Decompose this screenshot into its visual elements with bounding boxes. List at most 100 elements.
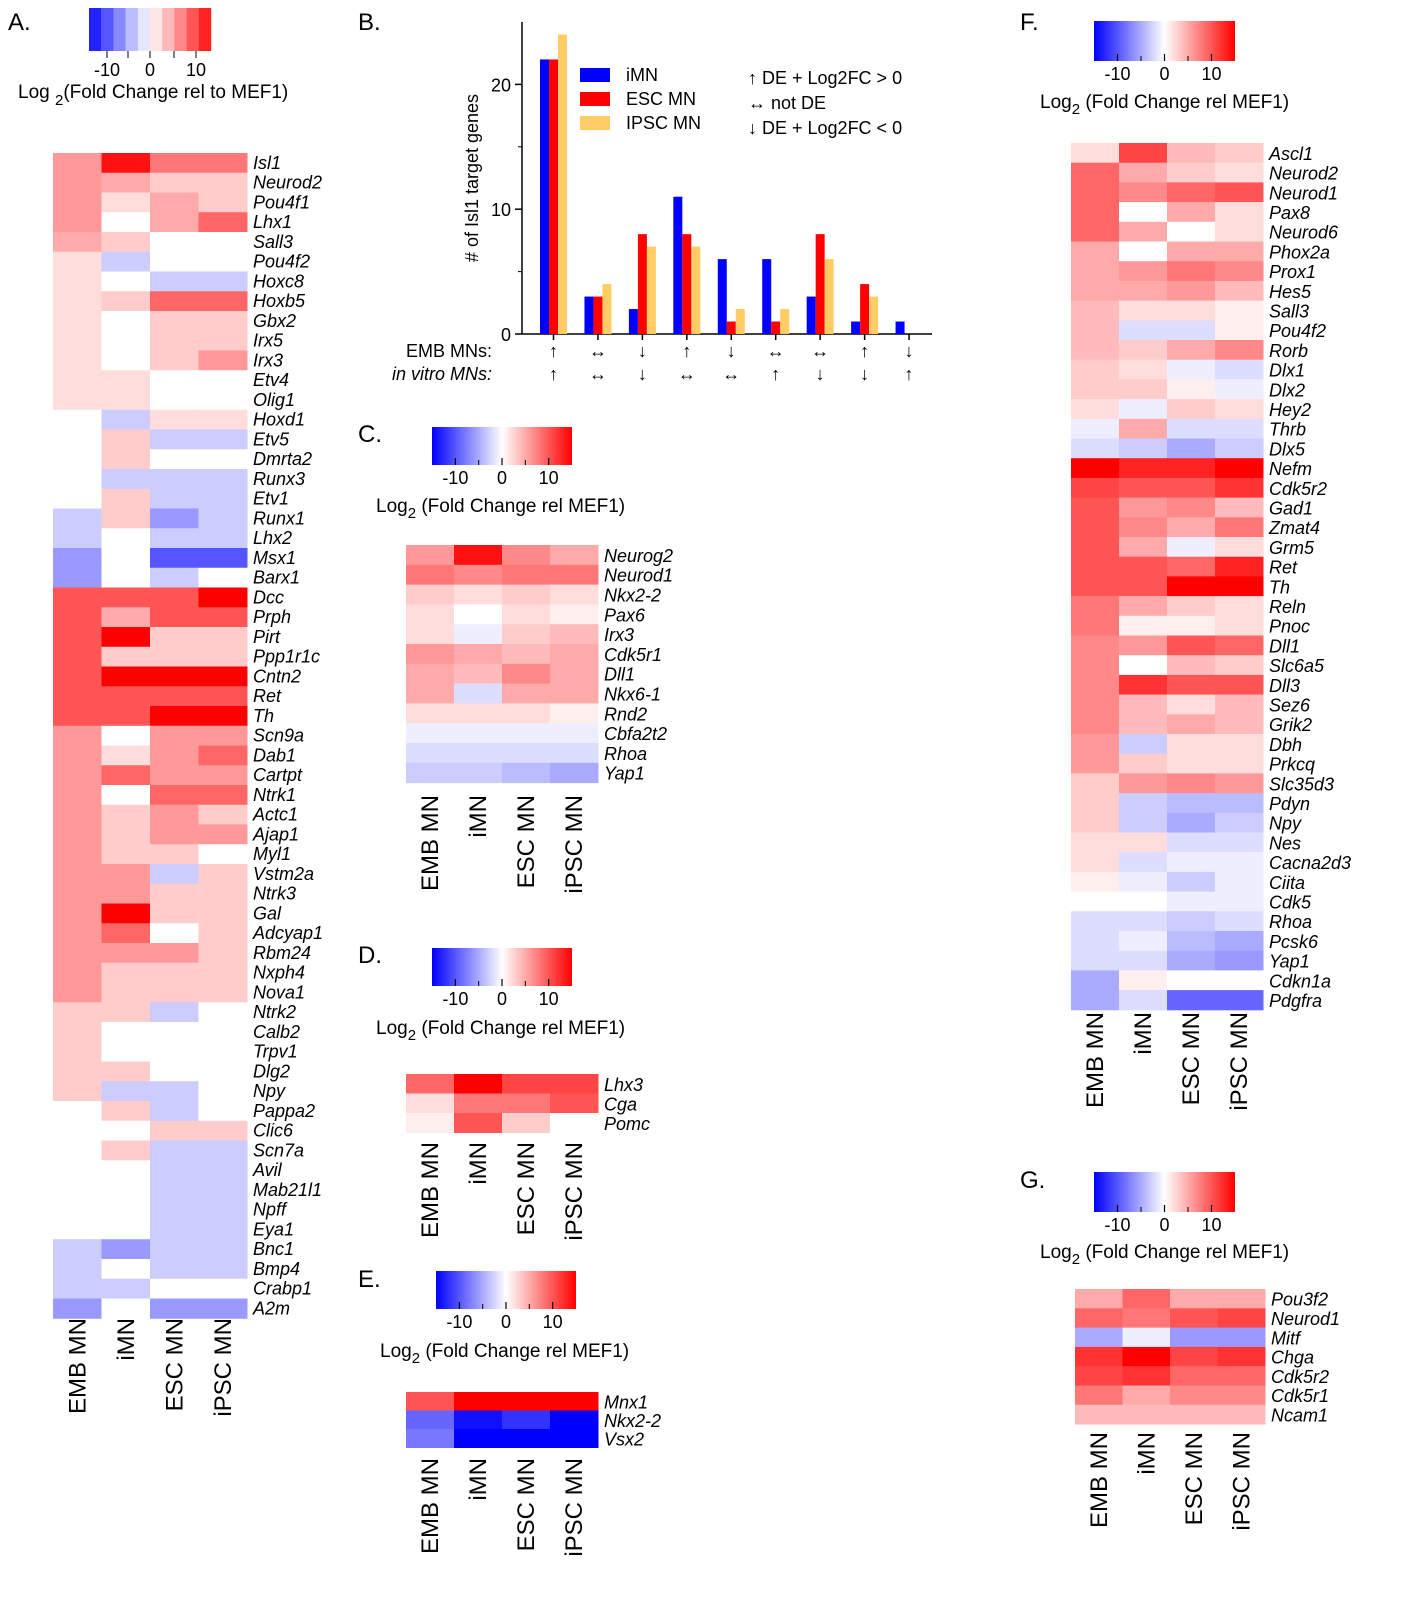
heatmap-cell-c bbox=[454, 624, 503, 645]
legend-label: ESC MN bbox=[626, 89, 696, 109]
gene-label-a: Neurod2 bbox=[253, 173, 322, 193]
gene-label-a: Prph bbox=[253, 607, 291, 627]
heatmap-cell-c bbox=[454, 644, 503, 665]
heatmap-cell-f bbox=[1071, 300, 1120, 321]
heatmap-cell-c bbox=[502, 624, 551, 645]
gene-label-f: Neurod6 bbox=[1269, 223, 1339, 243]
heatmap-cell-f bbox=[1215, 753, 1264, 774]
heatmap-cell-e bbox=[454, 1410, 503, 1430]
heatmap-cell-a bbox=[198, 1101, 248, 1122]
gene-label-a: Etv1 bbox=[253, 489, 289, 509]
gene-label-f: Grm5 bbox=[1269, 538, 1315, 558]
heatmap-cell-f bbox=[1215, 990, 1264, 1011]
heatmap-cell-f bbox=[1119, 477, 1168, 499]
gene-label-c: Neurog2 bbox=[604, 546, 673, 566]
heatmap-cell-a bbox=[198, 469, 248, 490]
gene-label-d: Cga bbox=[604, 1094, 637, 1114]
heatmap-cell-a bbox=[150, 804, 199, 825]
annotation-b: ↑ DE + Log2FC > 0 bbox=[748, 68, 902, 88]
colorbar-segment-a bbox=[150, 8, 163, 51]
heatmap-cell-a bbox=[53, 745, 102, 766]
heatmap-cell-a bbox=[101, 903, 151, 924]
heatmap-cell-f bbox=[1071, 576, 1120, 597]
heatmap-cell-a bbox=[53, 706, 102, 727]
heatmap-cell-f bbox=[1119, 891, 1168, 912]
annotation-b: ↔ not DE bbox=[748, 93, 826, 113]
heatmap-cell-a bbox=[198, 192, 248, 213]
heatmap-cell-a bbox=[198, 943, 248, 964]
heatmap-cell-a bbox=[101, 508, 151, 529]
heatmap-cell-g bbox=[1122, 1385, 1171, 1406]
colorbar-tick-label-f: -10 bbox=[1104, 64, 1130, 84]
heatmap-cell-f bbox=[1071, 340, 1120, 361]
heatmap-cell-a bbox=[198, 1259, 248, 1280]
bar-ipsc-mn bbox=[691, 246, 701, 334]
gene-label-f: Cdk5 bbox=[1269, 892, 1312, 912]
heatmap-cell-c bbox=[406, 723, 455, 744]
heatmap-cell-a bbox=[150, 686, 199, 707]
gene-label-f: Dlx1 bbox=[1269, 361, 1305, 381]
heatmap-cell-a bbox=[101, 923, 151, 944]
gene-label-f: Dll1 bbox=[1269, 636, 1300, 656]
heatmap-cell-a bbox=[150, 903, 199, 924]
legend-label: IPSC MN bbox=[626, 113, 701, 133]
heatmap-cell-f bbox=[1119, 871, 1168, 893]
heatmap-cell-g bbox=[1122, 1346, 1171, 1367]
gene-label-a: Clic6 bbox=[253, 1121, 294, 1141]
heatmap-cell-a bbox=[198, 271, 248, 292]
bar-esc-mn bbox=[682, 234, 692, 334]
heatmap-cell-a bbox=[150, 1219, 199, 1240]
colorbar-title-d: Log2 (Fold Change rel MEF1) bbox=[376, 1018, 625, 1044]
gene-label-f: Gad1 bbox=[1269, 498, 1313, 518]
heatmap-cell-a bbox=[101, 429, 151, 450]
heatmap-cell-a bbox=[53, 844, 102, 865]
gene-label-a: Pirt bbox=[253, 627, 281, 647]
gene-label-f: Pou4f2 bbox=[1269, 321, 1326, 341]
gene-label-a: Actc1 bbox=[252, 805, 298, 825]
heatmap-cell-a bbox=[53, 153, 102, 174]
colorbar-segment-a bbox=[137, 8, 151, 51]
heatmap-cell-a bbox=[101, 725, 151, 746]
gene-label-c: Cdk5r1 bbox=[604, 645, 662, 665]
heatmap-cell-f bbox=[1167, 990, 1216, 1011]
heatmap-cell-a bbox=[53, 1081, 102, 1102]
gene-label-a: Avil bbox=[252, 1160, 283, 1180]
panel-label-e: E. bbox=[358, 1266, 381, 1293]
heatmap-cell-a bbox=[101, 1081, 151, 1102]
heatmap-cell-f bbox=[1215, 182, 1264, 203]
heatmap-cell-f bbox=[1215, 458, 1264, 479]
heatmap-cell-f bbox=[1071, 418, 1120, 439]
heatmap-cell-c bbox=[406, 584, 455, 605]
heatmap-cell-a bbox=[198, 528, 248, 549]
heatmap-cell-a bbox=[150, 587, 199, 608]
heatmap-cell-g bbox=[1170, 1366, 1218, 1386]
heatmap-cell-c bbox=[550, 723, 599, 744]
heatmap-cell-a bbox=[198, 251, 248, 272]
heatmap-cell-e bbox=[406, 1410, 455, 1430]
heatmap-cell-a bbox=[53, 528, 102, 549]
heatmap-cell-a bbox=[101, 1022, 151, 1043]
gene-label-a: Isl1 bbox=[253, 153, 281, 173]
heatmap-cell-f bbox=[1071, 753, 1120, 774]
invitro-arrow: ↓ bbox=[638, 364, 647, 384]
heatmap-cell-c bbox=[406, 564, 455, 586]
gene-label-c: Dll1 bbox=[604, 665, 635, 685]
heatmap-cell-f bbox=[1071, 714, 1120, 735]
heatmap-cell-f bbox=[1119, 221, 1168, 242]
heatmap-cell-a bbox=[53, 646, 102, 667]
panel-label-a: A. bbox=[8, 9, 31, 36]
gene-label-g: Cdk5r2 bbox=[1271, 1367, 1329, 1387]
gene-label-f: Ciita bbox=[1269, 873, 1305, 893]
heatmap-cell-a bbox=[198, 1002, 248, 1023]
colorbar-tick-label-e: 10 bbox=[543, 1312, 563, 1332]
heatmap-cell-d bbox=[550, 1093, 599, 1114]
panel-label-b: B. bbox=[358, 9, 381, 36]
heatmap-cell-f bbox=[1071, 399, 1120, 420]
gene-label-f: Pcsk6 bbox=[1269, 932, 1319, 952]
heatmap-cell-f bbox=[1119, 615, 1168, 636]
heatmap-cell-a bbox=[150, 824, 199, 845]
heatmap-cell-c bbox=[454, 723, 503, 744]
heatmap-cell-f bbox=[1167, 931, 1216, 952]
heatmap-cell-a bbox=[101, 153, 151, 174]
gene-label-f: Cacna2d3 bbox=[1269, 853, 1351, 873]
